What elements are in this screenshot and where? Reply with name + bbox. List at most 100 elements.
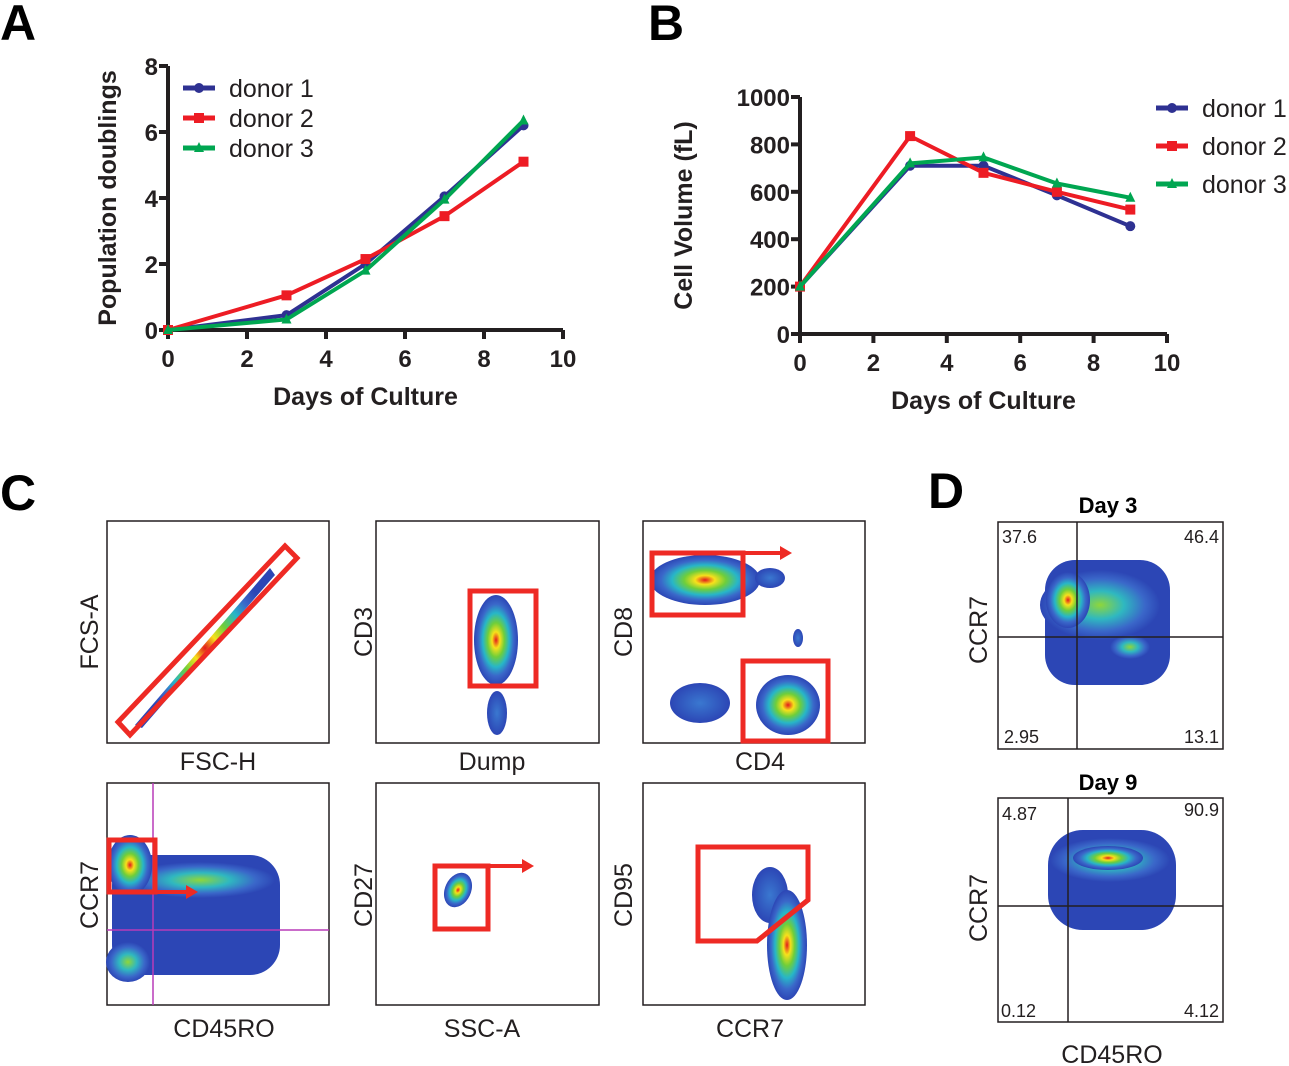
y-tick-label: 4 xyxy=(145,186,159,213)
marker-circle xyxy=(1125,221,1136,232)
y-tick-label: 6 xyxy=(145,120,158,147)
y-axis-label: CD8 xyxy=(610,607,638,657)
x-tick-label: 8 xyxy=(477,346,490,373)
marker-triangle xyxy=(281,313,292,324)
flow-plot-ccr7-cd45ro: CD45RO CCR7 xyxy=(76,782,330,1043)
marker-triangle xyxy=(518,114,529,125)
x-tick-label: 4 xyxy=(319,346,333,373)
x-tick-label: 8 xyxy=(1087,350,1100,377)
gate xyxy=(432,863,491,932)
flow-plot-cd3: Dump CD3 xyxy=(350,520,600,776)
x-tick-label: 0 xyxy=(793,350,806,377)
marker-triangle xyxy=(905,157,916,168)
quadrant-bl: 0.12 xyxy=(1001,1001,1036,1021)
x-tick-label: 4 xyxy=(940,350,954,377)
chart-b: 0 2 4 6 8 10 0 200 400 600 800 1000 Days of Culture C… xyxy=(670,85,1287,415)
marker-triangle xyxy=(360,264,371,275)
marker-square xyxy=(360,254,371,265)
gate-cd4 xyxy=(740,658,831,744)
x-tick-label: 10 xyxy=(550,346,577,373)
flow-plot-cd95-ccr7: CCR7 CD95 xyxy=(610,782,866,1043)
y-tick-label: 200 xyxy=(750,275,790,302)
series-donor-3 xyxy=(795,151,1136,291)
y-tick-label: 800 xyxy=(750,132,790,159)
x-axis-title: Days of Culture xyxy=(273,383,458,411)
x-tick-label: 2 xyxy=(240,346,253,373)
flow-plot-cd8-cd4: CD4 CD8 xyxy=(610,520,866,776)
marker-square xyxy=(1051,186,1062,197)
y-tick-label: 0 xyxy=(777,322,790,349)
plot-title: Day 3 xyxy=(1079,493,1138,518)
density-population xyxy=(135,568,275,728)
x-tick-label: 0 xyxy=(161,346,174,373)
gate xyxy=(114,542,301,739)
marker-triangle xyxy=(978,151,989,162)
x-axis-label: CD45RO xyxy=(173,1015,274,1043)
quadrant-tl: 37.6 xyxy=(1002,527,1037,547)
series-line xyxy=(167,123,525,332)
series-line xyxy=(167,119,525,332)
flow-plot-day9: Day 9 4.87 90.9 0.12 4.12 CCR7 CD45RO xyxy=(965,770,1224,1066)
flow-plot-cd27-ssc: SSC-A CD27 xyxy=(350,782,600,1043)
marker-square xyxy=(905,131,916,142)
marker-triangle xyxy=(163,324,173,334)
density-population xyxy=(474,595,518,685)
marker-circle xyxy=(194,83,204,93)
marker-circle xyxy=(1167,103,1177,113)
quadrant-br: 13.1 xyxy=(1184,727,1219,747)
y-tick-label: 2 xyxy=(145,252,158,279)
marker-square xyxy=(518,156,529,167)
series-donor-2 xyxy=(795,131,1136,292)
y-tick-label: 0 xyxy=(145,318,158,345)
y-axis-label: CCR7 xyxy=(965,596,993,664)
x-axis-label: CD4 xyxy=(735,748,785,776)
y-axis-title: Cell Volume (fL) xyxy=(670,121,698,309)
marker-square xyxy=(978,167,989,178)
gate xyxy=(106,837,158,895)
legend-label: donor 3 xyxy=(229,135,314,163)
arrow-icon xyxy=(780,546,792,560)
arrow-icon xyxy=(522,859,534,873)
gate xyxy=(695,844,811,944)
y-axis-label: CD95 xyxy=(610,863,638,927)
legend-label: donor 1 xyxy=(229,75,314,103)
gate-cd8 xyxy=(649,550,746,618)
y-axis-label: FCS-A xyxy=(76,594,104,669)
quadrant-tl: 4.87 xyxy=(1002,804,1037,824)
arrow-icon xyxy=(186,885,198,899)
legend-label: donor 3 xyxy=(1202,171,1287,199)
series-line xyxy=(798,163,1132,288)
x-tick-label: 6 xyxy=(1014,350,1027,377)
x-axis-label: CCR7 xyxy=(716,1015,784,1043)
flow-plot-day3: Day 3 37.6 46.4 2.95 13.1 CCR7 xyxy=(965,493,1224,750)
marker-square xyxy=(439,211,450,222)
marker-triangle xyxy=(439,193,450,204)
y-axis-label: CD27 xyxy=(350,863,378,927)
panel-label-c: C xyxy=(0,465,36,521)
series-line xyxy=(167,160,525,332)
y-tick-label: 400 xyxy=(750,227,790,254)
quadrant-bl: 2.95 xyxy=(1004,727,1039,747)
y-tick-label: 1000 xyxy=(737,85,790,112)
y-axis-label: CCR7 xyxy=(76,861,104,929)
series-donor-2 xyxy=(163,156,529,335)
series-donor-3 xyxy=(163,114,529,334)
marker-triangle xyxy=(1167,178,1177,188)
quadrant-tr: 46.4 xyxy=(1184,527,1219,547)
chart-a: 0 2 4 6 8 10 0 2 4 6 8 Days of Culture Population do… xyxy=(94,54,576,411)
marker-square xyxy=(1167,141,1177,151)
legend-label: donor 1 xyxy=(1202,95,1287,123)
marker-triangle xyxy=(795,280,805,291)
panel-label-a: A xyxy=(0,0,36,51)
x-tick-label: 6 xyxy=(398,346,411,373)
quadrant-br: 4.12 xyxy=(1184,1001,1219,1021)
legend-label: donor 2 xyxy=(229,105,314,133)
x-tick-label: 10 xyxy=(1154,350,1181,377)
flow-plot-fsc: FSC-H FCS-A xyxy=(76,520,330,776)
y-axis-label: CD3 xyxy=(350,607,378,657)
marker-triangle xyxy=(1125,191,1136,202)
y-tick-label: 8 xyxy=(145,54,158,81)
marker-triangle xyxy=(1051,177,1062,188)
marker-square xyxy=(281,290,292,301)
